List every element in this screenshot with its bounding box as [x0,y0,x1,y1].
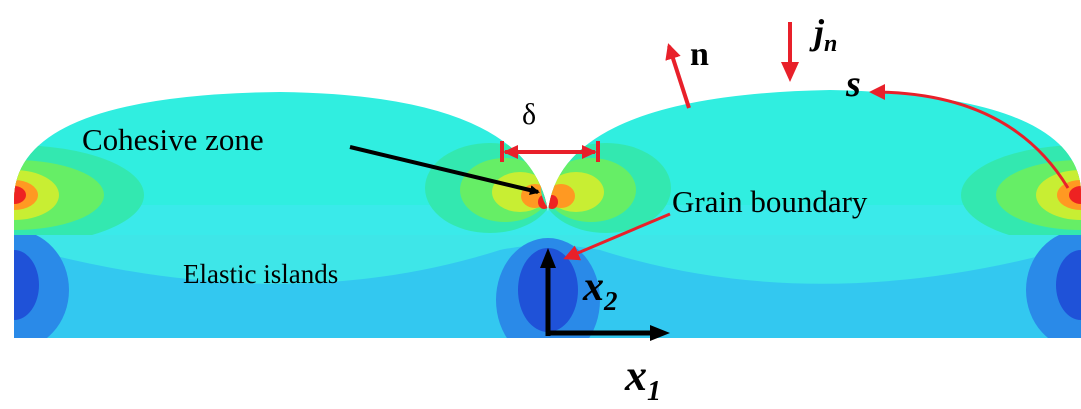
label-elastic-islands: Elastic islands [183,259,338,289]
film [0,80,1081,245]
label-cohesive-zone: Cohesive zone [82,122,264,157]
label-normal: n [690,36,709,73]
label-flux: jn [809,12,837,57]
x2-sub: 2 [603,286,618,316]
label-arc: s [845,63,861,105]
flux-base: j [809,12,825,52]
x1-sub: 1 [647,376,661,407]
x2-base: x [582,264,604,310]
label-x1: x1 [624,351,661,407]
figure: Cohesive zone δ Grain boundary Elastic i… [0,0,1081,409]
label-grain-boundary: Grain boundary [672,184,868,219]
stress-left [425,143,555,233]
normal-arrow [669,46,689,108]
x1-base: x [624,351,647,400]
flux-arrowhead [781,62,799,82]
substrate [0,230,1081,362]
label-delta: δ [522,98,536,131]
flux-sub: n [824,31,837,57]
stress-right [541,143,671,233]
